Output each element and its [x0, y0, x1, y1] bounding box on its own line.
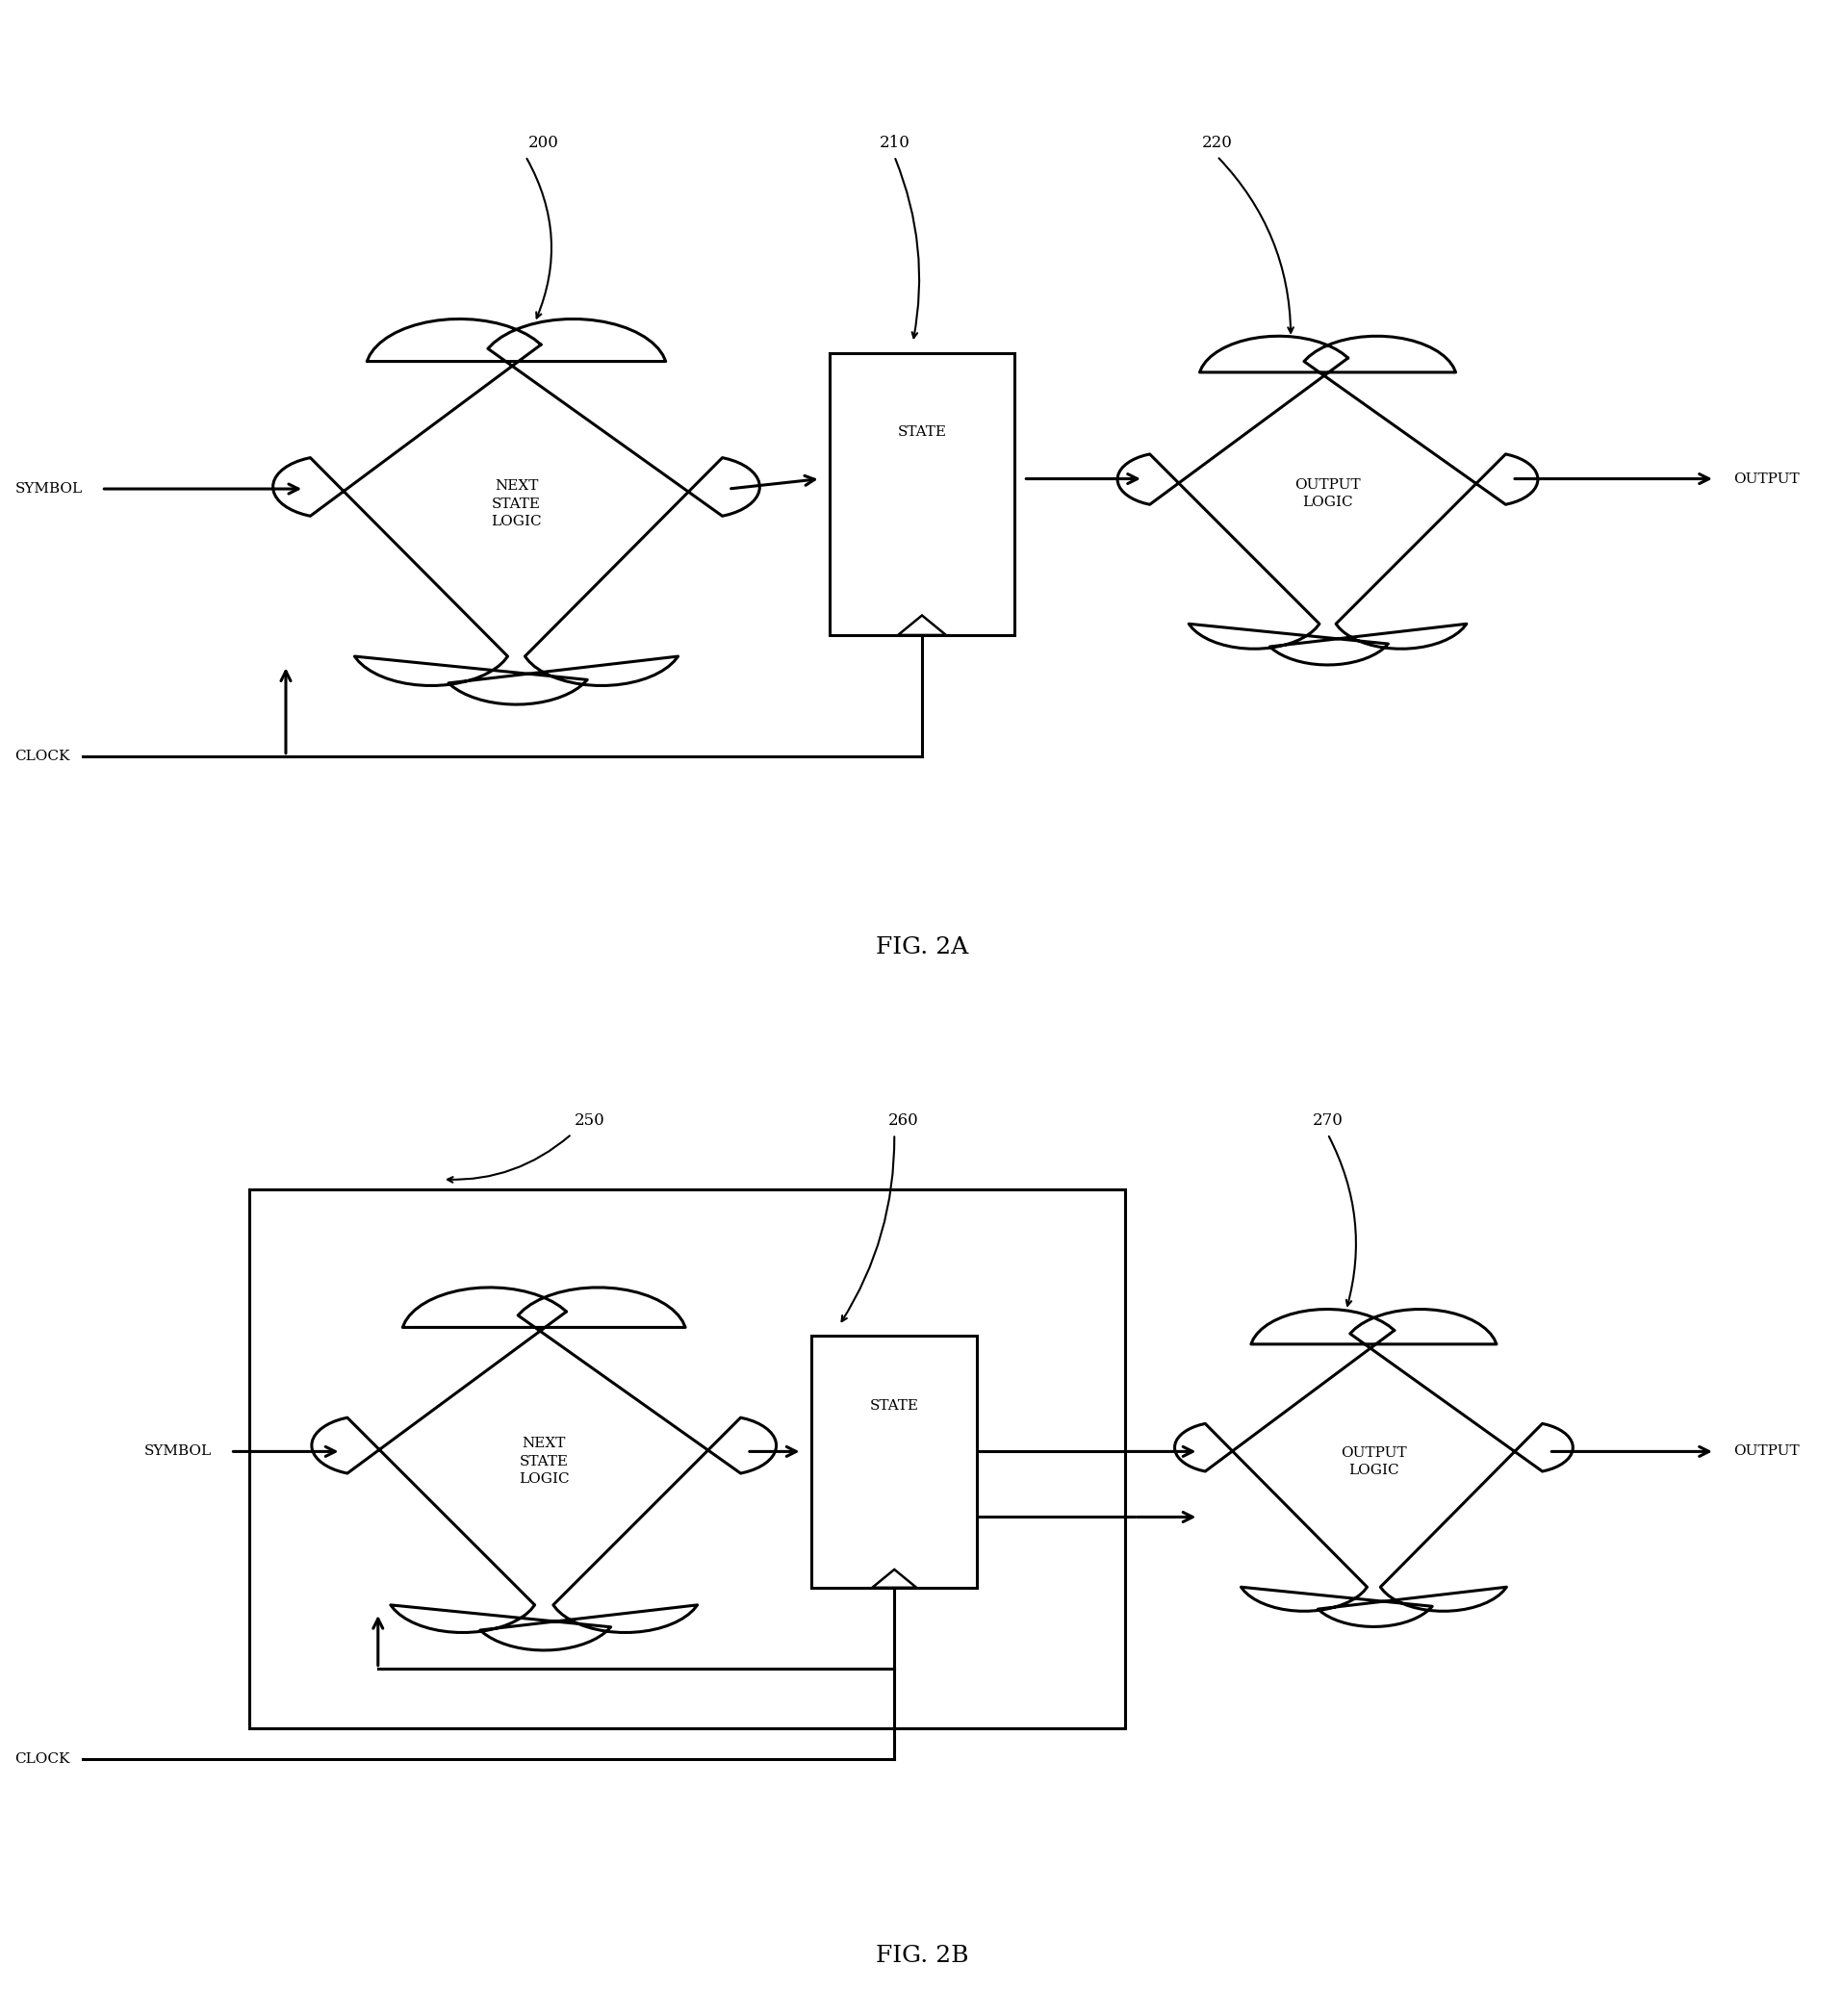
Text: NEXT
STATE
LOGIC: NEXT STATE LOGIC	[518, 1437, 570, 1486]
Polygon shape	[1175, 1308, 1573, 1627]
FancyArrowPatch shape	[448, 1135, 570, 1181]
Text: OUTPUT: OUTPUT	[1733, 1445, 1800, 1458]
Text: 220: 220	[1202, 135, 1232, 151]
Text: OUTPUT: OUTPUT	[1733, 472, 1800, 486]
FancyArrowPatch shape	[1330, 1137, 1355, 1306]
Text: 270: 270	[1313, 1113, 1342, 1129]
Bar	[811, 1335, 977, 1589]
Text: SYMBOL: SYMBOL	[15, 482, 83, 496]
Text: STATE: STATE	[870, 1399, 918, 1413]
Text: 200: 200	[529, 135, 559, 151]
Text: 260: 260	[889, 1113, 918, 1129]
FancyArrowPatch shape	[527, 159, 551, 319]
Text: CLOCK: CLOCK	[15, 1752, 70, 1766]
Text: OUTPUT
LOGIC: OUTPUT LOGIC	[1341, 1445, 1407, 1478]
Text: STATE: STATE	[898, 425, 946, 439]
FancyArrowPatch shape	[841, 1137, 894, 1320]
Polygon shape	[312, 1288, 776, 1651]
Polygon shape	[1117, 337, 1538, 665]
Bar	[830, 353, 1014, 635]
FancyArrowPatch shape	[1219, 157, 1293, 333]
Text: 250: 250	[575, 1113, 605, 1129]
FancyArrowPatch shape	[896, 159, 920, 339]
Text: 210: 210	[880, 135, 909, 151]
Text: NEXT
STATE
LOGIC: NEXT STATE LOGIC	[491, 480, 542, 528]
Text: CLOCK: CLOCK	[15, 750, 70, 762]
Polygon shape	[273, 319, 760, 704]
Text: FIG. 2A: FIG. 2A	[876, 937, 968, 958]
Text: SYMBOL: SYMBOL	[144, 1445, 212, 1458]
Text: FIG. 2B: FIG. 2B	[876, 1945, 968, 1966]
Bar	[249, 1189, 1125, 1728]
Text: OUTPUT
LOGIC: OUTPUT LOGIC	[1294, 478, 1361, 510]
